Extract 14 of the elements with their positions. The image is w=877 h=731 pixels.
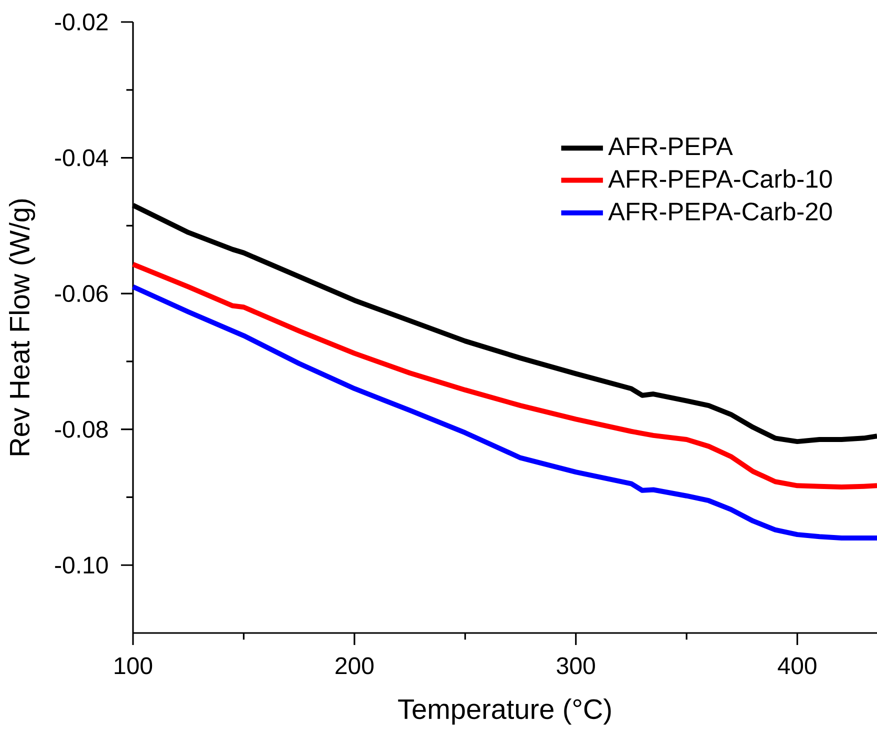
y-axis-title: Rev Heat Flow (W/g)	[9, 199, 36, 456]
x-tick-label: 300	[556, 657, 595, 674]
y-tick-label: -0.08	[55, 420, 108, 438]
x-tick-label: 400	[778, 657, 816, 674]
x-tick-label: 200	[336, 657, 374, 674]
legend-label: AFR-PEPA-Carb-20	[608, 202, 832, 221]
y-tick-label: -0.02	[55, 13, 108, 30]
x-tick-label: 100	[114, 657, 152, 674]
legend-label: AFR-PEPA	[608, 138, 733, 156]
legend-label: AFR-PEPA-Carb-10	[608, 169, 832, 188]
y-tick-label: -0.10	[55, 556, 108, 574]
y-tick-label: -0.06	[55, 285, 108, 302]
x-axis-title: Temperature (°C)	[398, 698, 611, 725]
y-tick-label: -0.04	[55, 149, 108, 166]
